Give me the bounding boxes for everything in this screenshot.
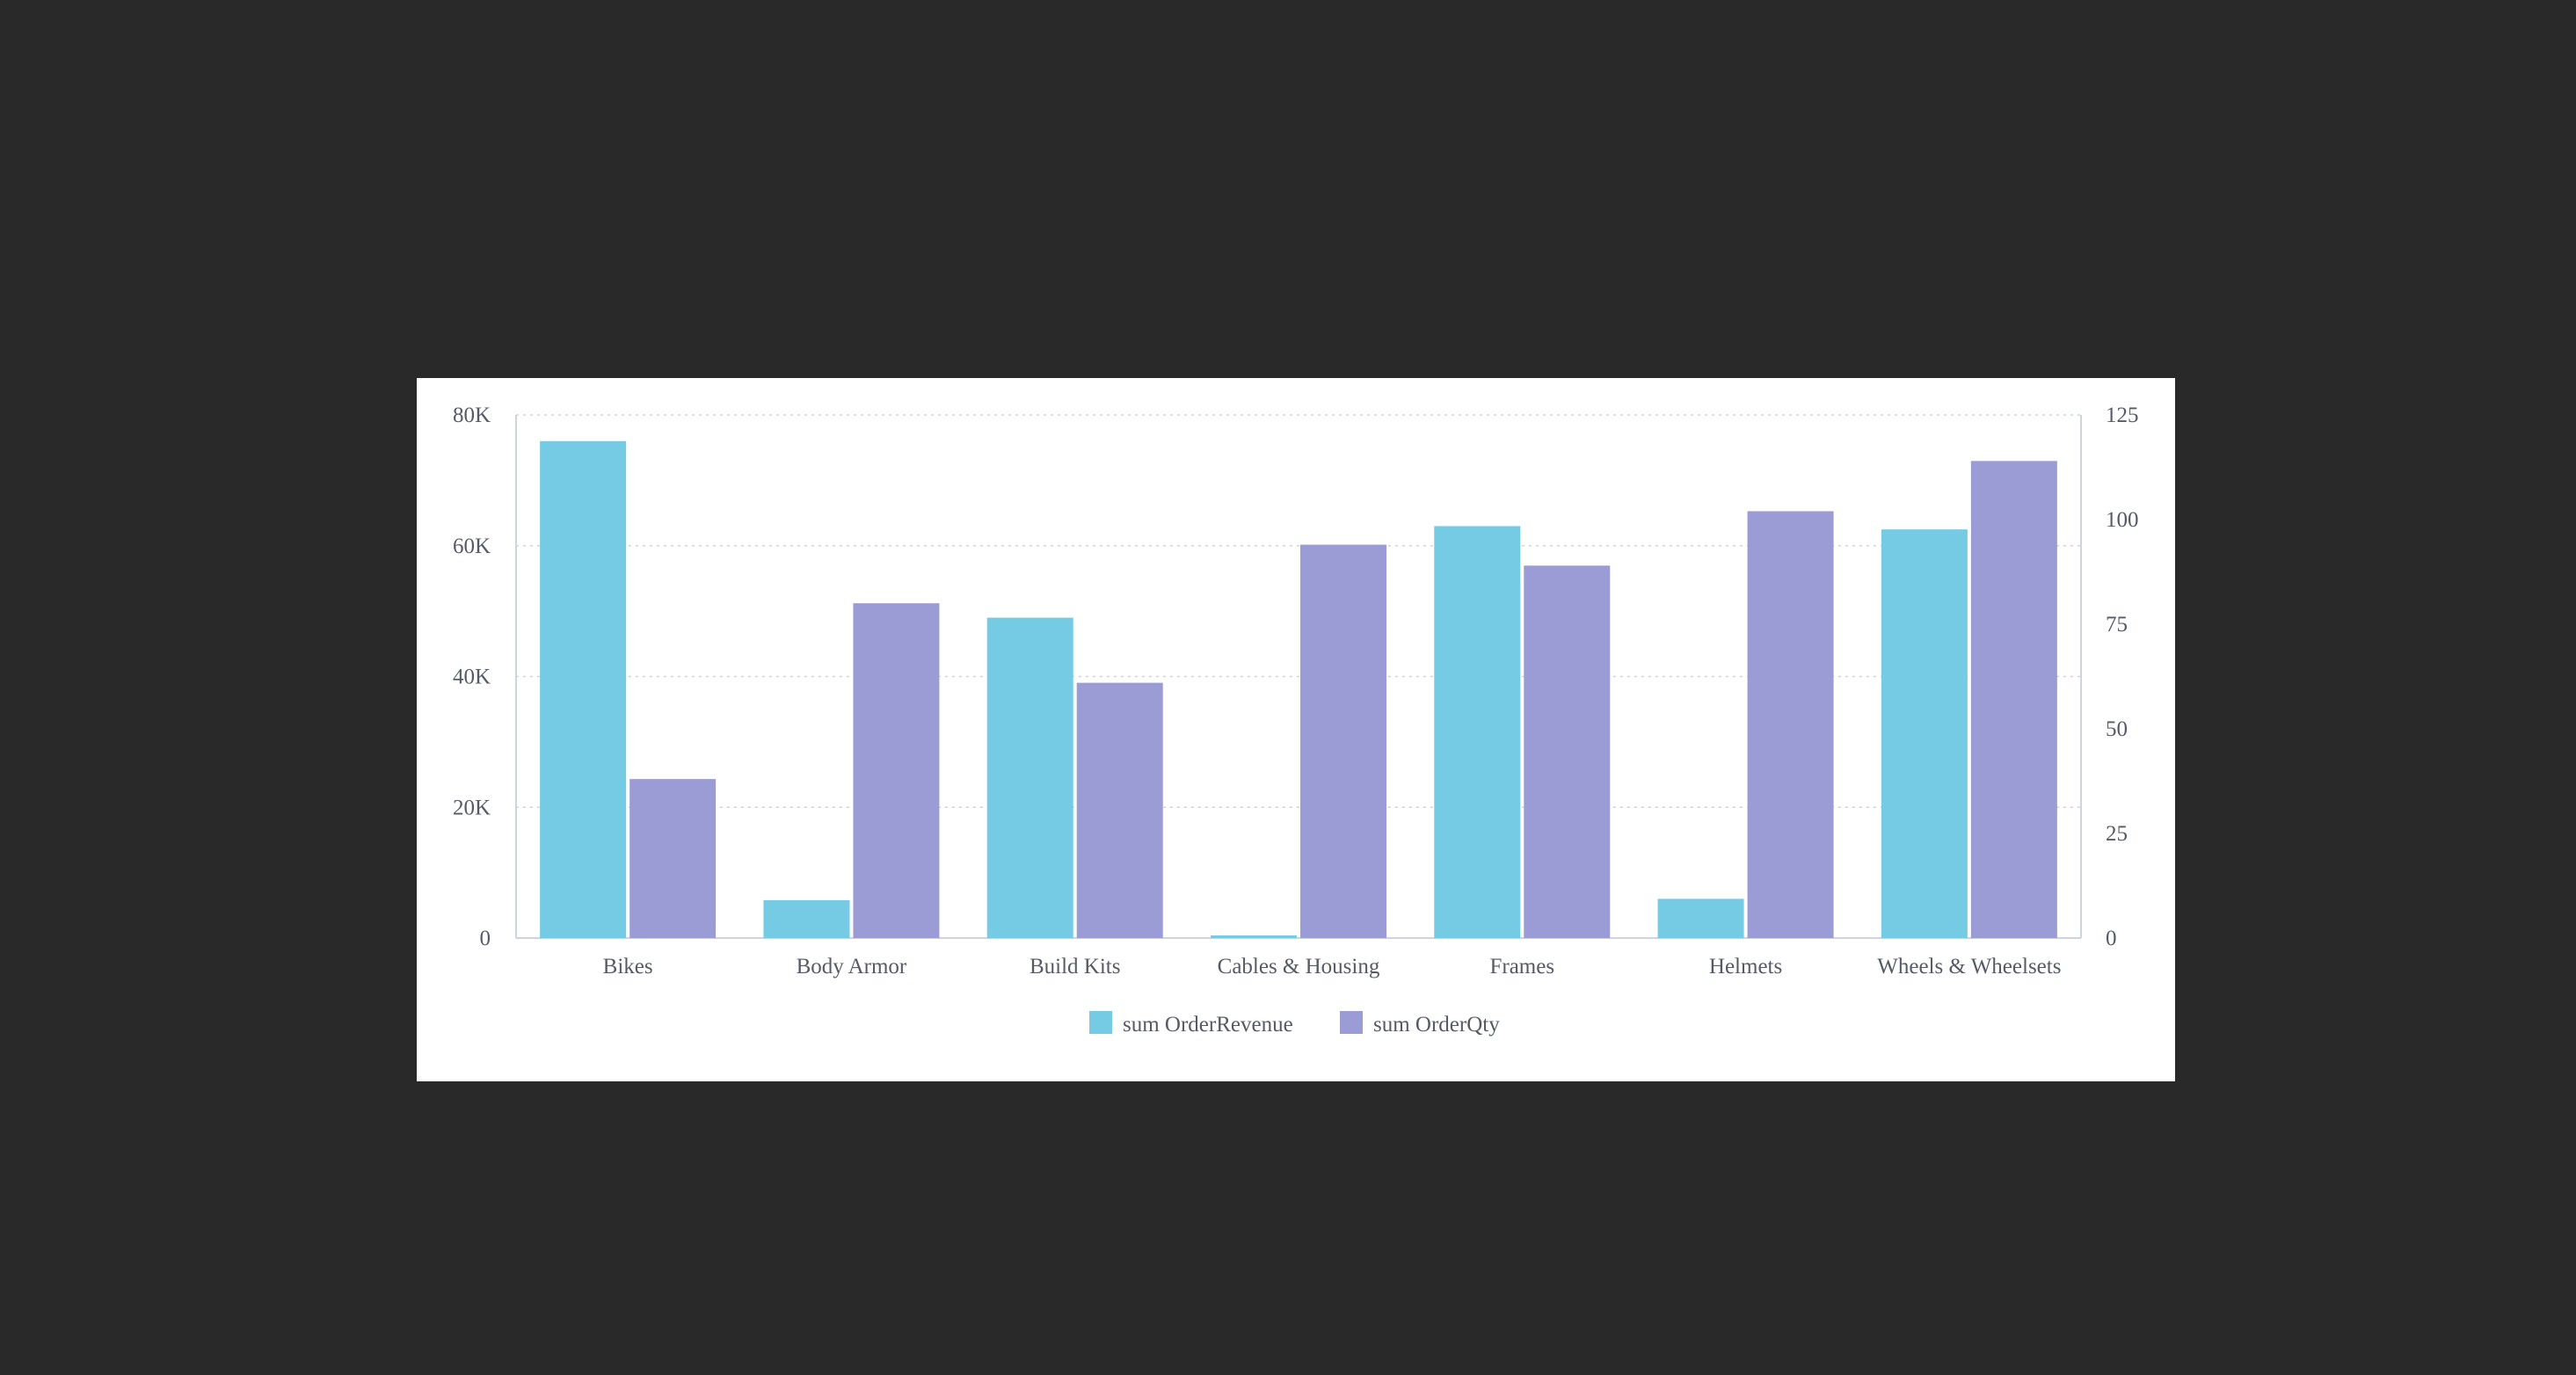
legend: sum OrderRevenue sum OrderQty bbox=[1089, 1011, 1500, 1037]
bars bbox=[540, 440, 2057, 938]
right-tick-label: 25 bbox=[2106, 822, 2128, 846]
left-tick-label: 0 bbox=[480, 927, 491, 950]
legend-swatch-revenue bbox=[1089, 1011, 1112, 1034]
category-label: Frames bbox=[1489, 955, 1554, 979]
legend-label-qty[interactable]: sum OrderQty bbox=[1373, 1013, 1500, 1037]
right-tick-label: 125 bbox=[2106, 404, 2139, 427]
bar-qty bbox=[629, 779, 717, 938]
bar-revenue bbox=[763, 899, 850, 938]
right-tick-label: 50 bbox=[2106, 717, 2128, 741]
category-label: Wheels & Wheelsets bbox=[1877, 955, 2061, 979]
left-axis-ticks: 0 20K 40K 60K 80K bbox=[453, 404, 491, 950]
left-tick-label: 60K bbox=[453, 535, 491, 558]
bar-qty bbox=[1524, 565, 1611, 938]
bar-qty bbox=[1747, 511, 1834, 938]
category-label: Helmets bbox=[1709, 955, 1782, 979]
category-label: Bikes bbox=[603, 955, 653, 979]
bar-qty bbox=[853, 603, 940, 938]
category-label: Build Kits bbox=[1030, 955, 1121, 979]
legend-swatch-qty bbox=[1340, 1011, 1363, 1034]
category-labels: Bikes Body Armor Build Kits Cables & Housin… bbox=[603, 955, 2062, 979]
bar-revenue bbox=[1657, 898, 1744, 938]
left-tick-label: 40K bbox=[453, 666, 491, 689]
right-tick-label: 0 bbox=[2106, 927, 2117, 950]
bar-revenue bbox=[1881, 529, 1968, 938]
left-tick-label: 80K bbox=[453, 404, 491, 427]
chart-panel: 0 20K 40K 60K 80K 0 25 50 75 100 125 Bikes Body Ar… bbox=[417, 378, 2175, 1081]
bar-revenue bbox=[540, 440, 627, 938]
bar-chart: 0 20K 40K 60K 80K 0 25 50 75 100 125 Bikes Body Ar… bbox=[453, 404, 2139, 1037]
bar-qty bbox=[1970, 461, 2057, 938]
right-axis-ticks: 0 25 50 75 100 125 bbox=[2106, 404, 2139, 950]
left-tick-label: 20K bbox=[453, 796, 491, 819]
right-tick-label: 75 bbox=[2106, 613, 2128, 637]
grid-lines bbox=[516, 414, 2081, 808]
legend-label-revenue[interactable]: sum OrderRevenue bbox=[1123, 1013, 1293, 1037]
bar-qty bbox=[1076, 682, 1163, 938]
category-label: Cables & Housing bbox=[1218, 955, 1380, 979]
bar-revenue bbox=[1434, 526, 1521, 938]
bar-revenue bbox=[1211, 935, 1297, 938]
bar-qty bbox=[1300, 544, 1386, 938]
right-tick-label: 100 bbox=[2106, 508, 2139, 532]
category-label: Body Armor bbox=[797, 955, 907, 979]
bar-revenue bbox=[986, 617, 1073, 938]
